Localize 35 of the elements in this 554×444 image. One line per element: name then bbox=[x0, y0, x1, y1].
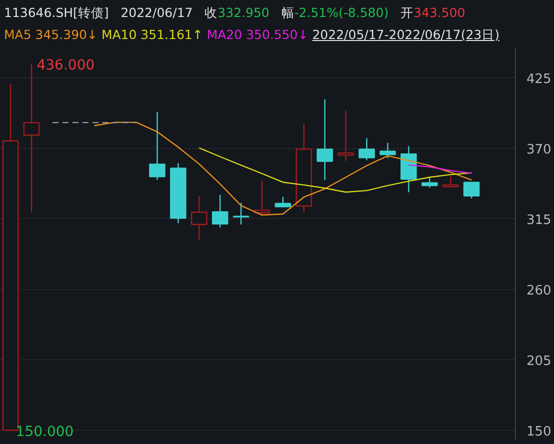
text: 351.161↑ bbox=[140, 27, 203, 42]
candlestick bbox=[190, 195, 208, 241]
candlestick bbox=[212, 194, 228, 228]
candlestick bbox=[149, 111, 166, 181]
text: MA20 bbox=[206, 27, 242, 42]
y-tick-label: 315 bbox=[526, 212, 552, 228]
y-tick-label: 425 bbox=[526, 72, 552, 87]
candlestick bbox=[358, 138, 375, 161]
y-tick-label: 260 bbox=[526, 283, 552, 298]
candlestick bbox=[380, 142, 396, 159]
chart-subtitle: 2022/05/17-2022/06/17(23日) bbox=[312, 27, 500, 42]
candlestick bbox=[463, 182, 480, 199]
text: MA10 bbox=[101, 27, 137, 42]
y-tick-label: 205 bbox=[526, 354, 552, 369]
chart-title: 113646.SH[转债] bbox=[4, 5, 109, 20]
text: MA5 bbox=[4, 27, 32, 42]
text: 345.390↓ bbox=[35, 27, 98, 42]
candlestick bbox=[421, 177, 438, 188]
text: 350.550↓ bbox=[246, 27, 308, 42]
candlestick bbox=[338, 110, 354, 162]
candlestick bbox=[274, 196, 292, 208]
annotation: 150.000 bbox=[16, 424, 74, 440]
text: -2.51%(-8.580) bbox=[294, 5, 389, 20]
text: 332.950 bbox=[218, 5, 270, 20]
text: 343.500 bbox=[414, 5, 466, 20]
candlestick bbox=[232, 202, 250, 226]
annotation: 436.000 bbox=[36, 57, 95, 74]
text: 幅 bbox=[281, 5, 294, 20]
text: 开 bbox=[400, 5, 414, 20]
text: 收 bbox=[204, 5, 218, 20]
text: 2022/06/17 bbox=[120, 5, 193, 20]
line-series bbox=[94, 122, 472, 216]
y-tick-label: 150 bbox=[526, 424, 552, 440]
y-tick-label: 370 bbox=[526, 142, 552, 158]
candlestick bbox=[316, 98, 333, 181]
